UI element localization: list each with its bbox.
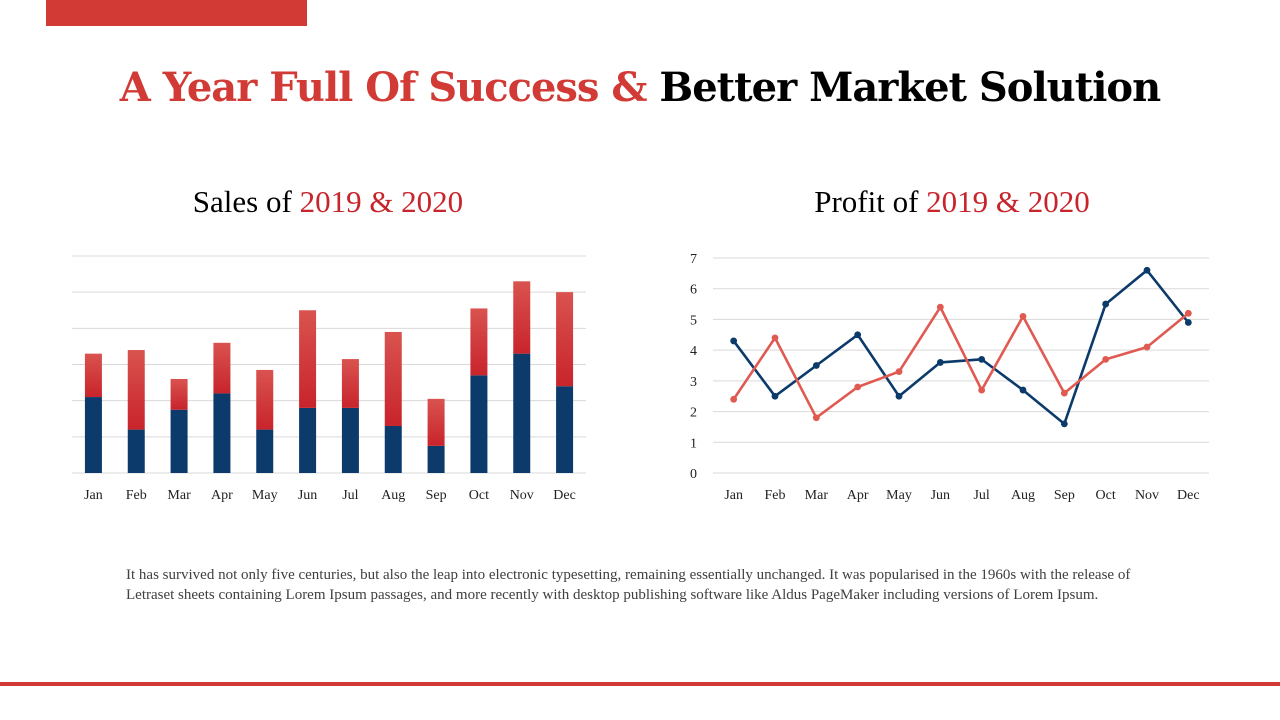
sales-x-tick-label: Jan: [84, 488, 103, 503]
sales-bar-2019: [127, 429, 145, 473]
sales-bar-2020: [556, 292, 574, 387]
profit-point-2019: [730, 337, 738, 345]
profit-point-2019: [1184, 319, 1192, 326]
profit-line-2019: [732, 268, 1190, 426]
profit-y-tick-label: 1: [690, 436, 697, 451]
profit-line-2020: [732, 305, 1190, 420]
profit-point-2020: [771, 334, 779, 342]
profit-point-2019: [854, 331, 862, 339]
profit-x-tick-label: Dec: [1177, 488, 1200, 503]
profit-point-2019: [771, 392, 779, 400]
profit-title-years: 2019 & 2020: [926, 184, 1090, 219]
slide-title-rest: Better Market Solution: [659, 64, 1161, 111]
sales-bar-2019: [556, 386, 574, 473]
sales-bar-2019: [84, 397, 102, 473]
profit-x-tick-label: Feb: [765, 488, 786, 503]
profit-x-tick-label: Jan: [724, 488, 743, 503]
sales-x-tick-label: May: [252, 488, 278, 503]
sales-bar-2019: [341, 407, 359, 473]
profit-point-2019: [978, 355, 986, 363]
sales-bar-2020: [84, 353, 102, 398]
sales-bar-2019: [384, 425, 402, 473]
profit-point-2019: [1060, 420, 1068, 428]
sales-bar-2020: [170, 378, 188, 410]
body-paragraph: It has survived not only five centuries,…: [126, 567, 1131, 603]
sales-bar-2020: [127, 350, 145, 430]
sales-x-tick-label: Dec: [553, 488, 576, 503]
profit-point-2020: [1060, 389, 1068, 397]
profit-point-2020: [1184, 309, 1192, 317]
sales-title-years: 2019 & 2020: [299, 184, 464, 219]
profit-chart-title: Profit of 2019 & 2020: [692, 184, 1212, 220]
profit-point-2019: [895, 392, 903, 400]
profit-point-2019: [1143, 266, 1151, 274]
sales-bar-2019: [427, 445, 445, 473]
sales-x-tick-label: Jul: [342, 488, 358, 503]
profit-y-tick-label: 0: [690, 467, 697, 482]
sales-x-tick-label: Oct: [469, 488, 489, 503]
sales-x-tick-label: Jun: [298, 488, 317, 503]
profit-x-tick-label: Aug: [1011, 488, 1035, 503]
bottom-accent-line: [0, 682, 1280, 686]
profit-y-tick-label: 5: [690, 313, 697, 328]
profit-title-prefix: Profit of: [814, 184, 919, 219]
sales-chart-title: Sales of 2019 & 2020: [70, 184, 586, 220]
profit-point-2019: [1019, 386, 1027, 394]
sales-bar-2020: [256, 369, 274, 430]
sales-bar-2019: [213, 393, 231, 473]
sales-bar-2020: [213, 342, 231, 394]
sales-bar-2020: [341, 359, 359, 408]
sales-bar-2020: [384, 331, 402, 426]
sales-x-tick-label: Feb: [126, 488, 147, 503]
sales-bar-2019: [299, 407, 317, 473]
profit-point-2019: [812, 362, 820, 369]
profit-x-tick-label: Sep: [1054, 488, 1075, 503]
sales-bar-2019: [170, 409, 188, 473]
profit-point-2019: [1102, 300, 1110, 308]
profit-point-2019: [936, 359, 944, 366]
profit-point-2020: [1143, 343, 1151, 351]
sales-x-tick-label: Aug: [381, 488, 405, 503]
sales-bar-2020: [427, 398, 445, 446]
profit-y-tick-label: 7: [690, 252, 697, 267]
profit-point-2020: [730, 395, 738, 403]
slide-title: A Year Full Of Success & Better Market S…: [0, 64, 1280, 111]
sales-bar-2020: [470, 308, 488, 376]
sales-bar-2020: [513, 281, 531, 354]
sales-x-tick-label: Mar: [167, 488, 191, 503]
profit-x-tick-label: Nov: [1135, 488, 1159, 503]
sales-x-tick-label: Nov: [510, 488, 534, 503]
profit-point-2020: [895, 368, 903, 376]
slide-title-highlight: A Year Full Of Success &: [119, 64, 648, 111]
profit-point-2020: [854, 383, 862, 391]
top-accent-bar: [46, 0, 307, 26]
profit-point-2020: [978, 386, 986, 394]
profit-point-2020: [812, 414, 820, 422]
profit-point-2020: [1102, 355, 1110, 363]
sales-x-tick-label: Sep: [426, 488, 447, 503]
sales-title-prefix: Sales of: [192, 184, 292, 219]
profit-x-tick-label: Mar: [805, 488, 829, 503]
profit-x-tick-label: Jun: [931, 488, 950, 503]
profit-y-tick-label: 2: [690, 406, 697, 421]
sales-x-tick-label: Apr: [211, 488, 233, 503]
sales-bar-2020: [299, 310, 317, 408]
profit-x-tick-label: Apr: [847, 488, 869, 503]
profit-point-2020: [936, 303, 944, 311]
profit-x-tick-label: May: [886, 488, 912, 503]
sales-bar-2019: [256, 429, 274, 473]
profit-y-tick-label: 4: [690, 344, 697, 359]
profit-x-tick-label: Oct: [1096, 488, 1116, 503]
sales-bar-2019: [470, 375, 488, 473]
profit-x-tick-label: Jul: [973, 488, 989, 503]
sales-bar-2019: [513, 353, 531, 473]
profit-y-tick-label: 3: [690, 375, 697, 390]
profit-point-2020: [1019, 312, 1027, 320]
profit-y-tick-label: 6: [690, 283, 697, 298]
